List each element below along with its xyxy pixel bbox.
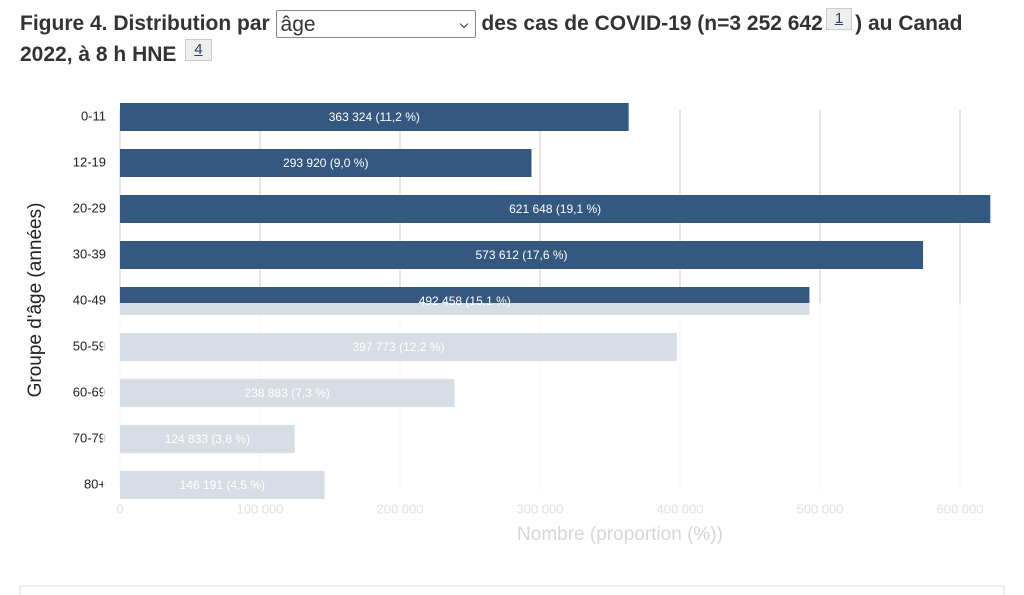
- age-select[interactable]: âge: [275, 10, 476, 39]
- y-tick-label: 12-19: [73, 154, 106, 169]
- footnote-link[interactable]: 4: [185, 39, 212, 61]
- y-tick-label: 20-29: [73, 200, 106, 215]
- bar: [120, 241, 924, 269]
- title-middle: des cas de COVID-19 (n=3 252 642: [481, 12, 823, 35]
- y-tick-label: 50-59: [73, 338, 106, 353]
- y-tick-label: 30-39: [73, 246, 106, 261]
- fade-overlay: [103, 303, 1024, 595]
- title-suffix: ) au Canad: [855, 12, 963, 35]
- y-tick-label: 0-11: [81, 108, 106, 123]
- figure-title: Figure 4. Distribution par âge des cas d…: [20, 8, 1024, 70]
- bar: [120, 103, 629, 131]
- y-tick-label: 40-49: [73, 292, 106, 307]
- y-tick-label: 80+: [84, 476, 106, 491]
- panel-box: [19, 585, 1005, 595]
- title-prefix: Figure 4. Distribution par: [20, 12, 270, 35]
- bar: [120, 195, 991, 223]
- title-line2: 2022, à 8 h HNE: [20, 43, 177, 66]
- y-axis-title: Groupe d'âge (années): [25, 203, 46, 398]
- footnote-link[interactable]: 1: [825, 8, 853, 30]
- y-tick-label: 60-69: [73, 384, 106, 399]
- value-label: 363 324 (11,2 %): [329, 110, 420, 124]
- value-label: 573 612 (17,6 %): [475, 248, 567, 262]
- value-label: 621 648 (19,1 %): [509, 202, 601, 216]
- value-label: 293 920 (9,0 %): [283, 156, 368, 170]
- bar: [120, 149, 532, 177]
- y-tick-label: 70-79: [73, 430, 106, 445]
